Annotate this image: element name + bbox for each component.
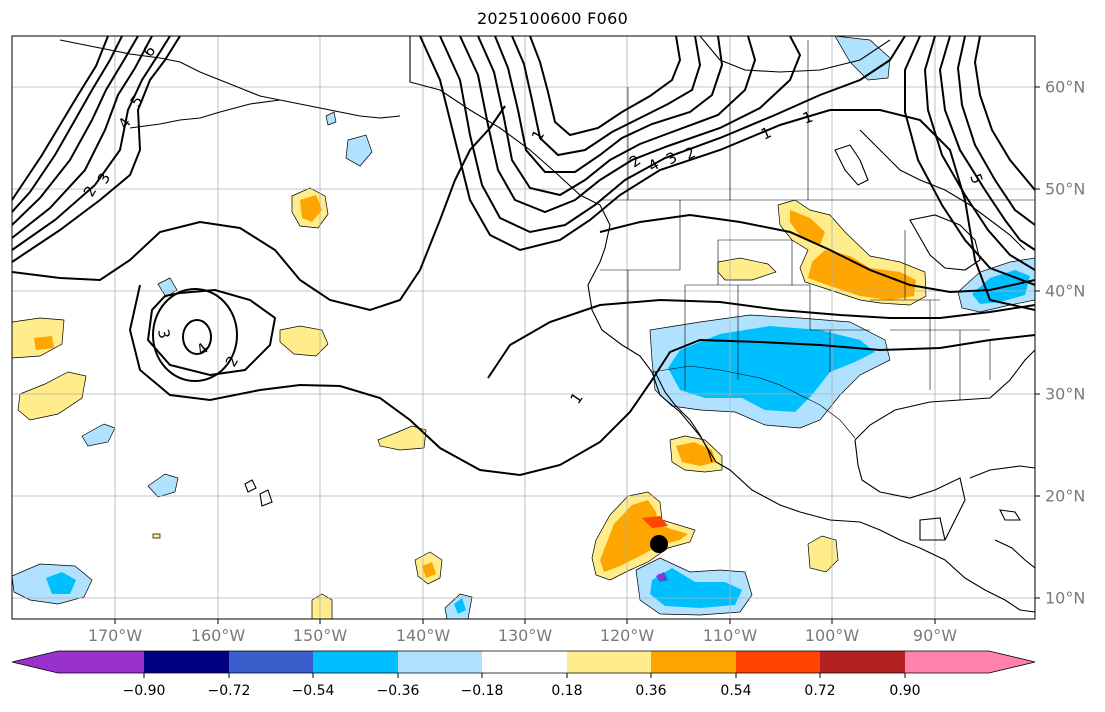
longitude-label: 100°W (804, 626, 860, 645)
colorbar-tick-label: 0.72 (804, 683, 836, 699)
height-contours (12, 36, 1035, 477)
latitude-label: 60°N (1045, 77, 1086, 97)
contour-label: 2 (80, 183, 100, 200)
latitude-label: 10°N (1045, 588, 1086, 608)
contour-label: 1 (800, 108, 815, 128)
contour-label: 4 (193, 339, 212, 359)
storm-center-marker (650, 535, 668, 553)
map-frame (11, 35, 1036, 620)
contour-label: 3 (154, 328, 173, 341)
axis-ticks (114, 86, 1040, 624)
longitude-label: 110°W (702, 626, 758, 645)
latitude-label: 20°N (1045, 486, 1086, 506)
colorbar-swatch (144, 651, 229, 673)
colorbar-tick-label: 0.18 (551, 683, 583, 699)
colorbar-swatch (736, 651, 820, 673)
contour-label: 1 (567, 389, 587, 407)
borders (600, 40, 1035, 439)
contour-label: 1 (758, 123, 774, 143)
contour-label: 5 (966, 171, 986, 186)
colorbar-tick-label: 0.36 (635, 683, 667, 699)
map-title: 2025100600 F060 (476, 9, 629, 28)
longitude-label: 150°W (292, 626, 348, 645)
colorbar-tick-label: 0.54 (720, 683, 752, 699)
contour-label: 4 (115, 114, 135, 132)
latitude-label: 40°N (1045, 281, 1086, 301)
coastlines (59, 36, 1035, 613)
colorbar-swatch (58, 651, 144, 673)
colorbar-tick-label: −0.36 (376, 683, 420, 699)
longitude-label: 140°W (395, 626, 451, 645)
longitude-label: 120°W (599, 626, 655, 645)
longitude-label: 90°W (912, 626, 958, 645)
colorbar-swatch (820, 651, 905, 673)
colorbar-swatch (651, 651, 736, 673)
longitude-label: 130°W (497, 626, 553, 645)
contour-label: 3 (663, 148, 680, 168)
colorbar-tick-label: −0.72 (207, 683, 251, 699)
longitude-label: 170°W (87, 626, 143, 645)
colorbar (11, 650, 1036, 678)
longitude-label: 160°W (190, 626, 246, 645)
colorbar-tick-label: −0.54 (291, 683, 335, 699)
colorbar-tick-label: 0.90 (889, 683, 921, 699)
graticule (12, 36, 1035, 619)
colorbar-tick-label: −0.90 (122, 683, 166, 699)
latitude-label: 30°N (1045, 384, 1086, 404)
contour-label: 4 (645, 155, 662, 175)
colorbar-tick-label: −0.18 (460, 683, 504, 699)
colorbar-swatch (313, 651, 398, 673)
latitude-label: 50°N (1045, 179, 1086, 199)
colorbar-swatch (482, 651, 567, 673)
colorbar-extend-low (12, 651, 58, 673)
contour-label: 2 (626, 151, 644, 171)
colorbar-swatch (567, 651, 651, 673)
colorbar-swatch (229, 651, 313, 673)
colorbar-swatch (905, 651, 989, 673)
colorbar-extend-high (989, 651, 1035, 673)
colorbar-swatch (398, 651, 482, 673)
